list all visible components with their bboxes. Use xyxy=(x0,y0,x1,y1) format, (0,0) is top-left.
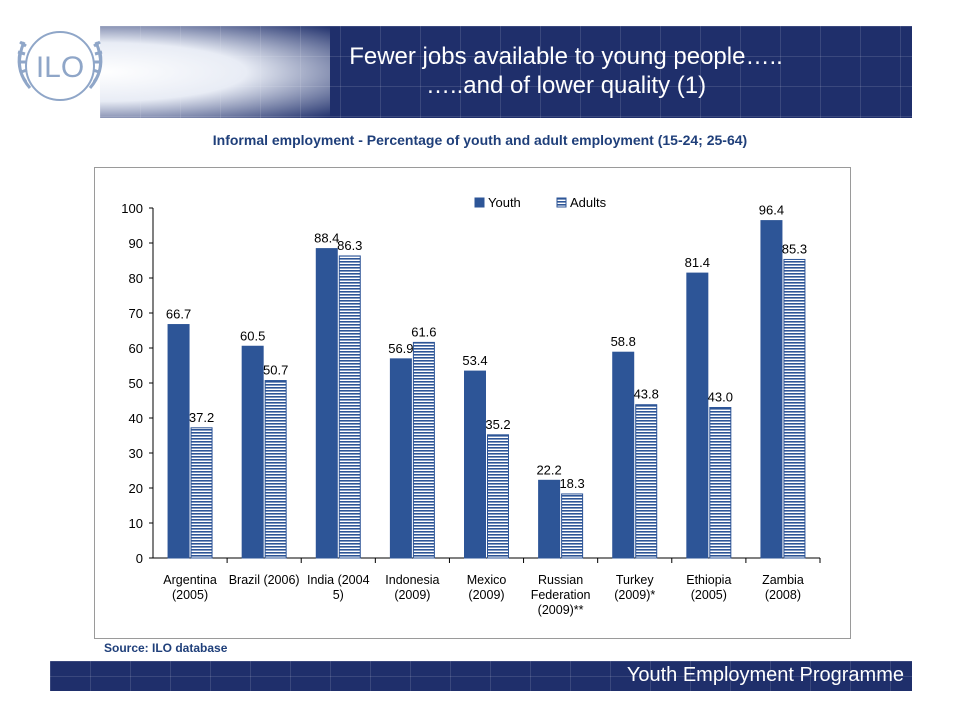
y-tick-label: 100 xyxy=(121,201,143,216)
bar-adults xyxy=(487,434,509,559)
chart-title: Informal employment - Percentage of yout… xyxy=(212,132,748,148)
y-tick-label: 0 xyxy=(136,551,143,566)
y-tick-label: 90 xyxy=(129,236,143,251)
x-category-label: Turkey (2009)* xyxy=(614,573,655,602)
x-category-label: Zambia (2008) xyxy=(762,573,804,602)
data-label-adults: 43.8 xyxy=(634,387,659,402)
x-category-label-line: 5) xyxy=(333,588,344,602)
bar-youth xyxy=(612,351,635,559)
data-label-adults: 85.3 xyxy=(782,241,807,256)
bar-youth xyxy=(167,324,190,559)
x-category-label: Russian Federation (2009)** xyxy=(531,573,591,617)
bar-adults xyxy=(709,407,732,559)
bar-adults xyxy=(190,427,213,559)
bar-adults xyxy=(264,380,287,559)
ilo-logo-text: ILO xyxy=(36,51,84,84)
x-category-label-line: Brazil (2006) xyxy=(229,573,300,587)
ilo-logo: ILO xyxy=(17,31,103,101)
data-label-adults: 50.7 xyxy=(263,363,288,378)
data-label-youth: 66.7 xyxy=(166,307,191,322)
data-label-youth: 22.2 xyxy=(536,462,561,477)
data-label-adults: 61.6 xyxy=(411,324,436,339)
data-label-adults: 86.3 xyxy=(337,238,362,253)
data-label-youth: 96.4 xyxy=(759,203,784,218)
x-category-label-line: Argentina xyxy=(163,573,217,587)
y-tick-label: 10 xyxy=(129,516,143,531)
x-category-label: Indonesia (2009) xyxy=(385,573,439,602)
data-label-adults: 37.2 xyxy=(189,410,214,425)
x-category-label: India (2004 5) xyxy=(307,573,370,602)
bar-youth xyxy=(760,220,783,559)
x-category-label-line: Turkey xyxy=(616,573,654,587)
x-category-label-line: Federation xyxy=(531,588,591,602)
legend-swatch-youth xyxy=(474,197,485,208)
y-tick-label: 70 xyxy=(129,306,143,321)
bar-adults xyxy=(338,255,361,559)
bar-adults xyxy=(635,404,658,559)
footer-banner: Youth Employment Programme xyxy=(50,661,912,691)
chart-area: 0 10 20 30 40 50 60 70 80 90 100 66.7 37.2 Argentina… xyxy=(94,167,851,639)
x-category-label-line: Zambia xyxy=(762,573,804,587)
bar-youth xyxy=(686,272,709,559)
slide-title-line1: Fewer jobs available to young people….. xyxy=(349,43,783,70)
source-note: Source: ILO database xyxy=(104,641,228,655)
slide-title-line2: …..and of lower quality (1) xyxy=(425,72,707,99)
y-tick-label: 60 xyxy=(129,341,143,356)
data-label-youth: 88.4 xyxy=(314,231,339,246)
title-banner: Fewer jobs available to young people….. … xyxy=(100,26,912,118)
x-category-label-line: (2008) xyxy=(765,588,801,602)
x-category-label: Ethiopia (2005) xyxy=(686,573,731,602)
data-label-youth: 60.5 xyxy=(240,328,265,343)
x-category-label-line: (2009) xyxy=(394,588,430,602)
y-tick-label: 40 xyxy=(129,411,143,426)
x-category-label-line: Mexico xyxy=(467,573,507,587)
data-label-youth: 56.9 xyxy=(388,341,413,356)
bar-adults xyxy=(561,493,584,559)
bar-youth xyxy=(241,345,264,559)
data-label-adults: 18.3 xyxy=(559,476,584,491)
legend-swatch-adults xyxy=(556,197,567,208)
footer-grid-pattern xyxy=(50,661,912,691)
footer-label: Youth Employment Programme xyxy=(626,664,904,686)
data-label-youth: 53.4 xyxy=(462,353,487,368)
data-label-youth: 81.4 xyxy=(685,255,710,270)
x-category-label-line: (2005) xyxy=(172,588,208,602)
bar-adults xyxy=(783,258,806,559)
x-category-label-line: Ethiopia xyxy=(686,573,731,587)
legend-label-youth: Youth xyxy=(488,195,521,210)
y-tick-label: 80 xyxy=(129,271,143,286)
x-category-label: Mexico (2009) xyxy=(467,573,507,602)
slide-title: Fewer jobs available to young people….. … xyxy=(220,42,912,100)
x-category-label-line: India (2004 xyxy=(307,573,370,587)
data-label-adults: 35.2 xyxy=(485,417,510,432)
bar-youth xyxy=(464,370,486,559)
banner-highlight xyxy=(100,26,330,118)
bar-youth xyxy=(315,248,338,559)
x-category-label: Brazil (2006) xyxy=(229,573,300,587)
x-category-label-line: (2005) xyxy=(691,588,727,602)
bar-youth xyxy=(538,479,561,559)
y-tick-label: 30 xyxy=(129,446,143,461)
bar-chart: 0 10 20 30 40 50 60 70 80 90 100 66.7 37.2 Argentina… xyxy=(121,195,821,617)
data-label-youth: 58.8 xyxy=(611,334,636,349)
x-category-label-line: (2009)** xyxy=(538,603,584,617)
x-category-label-line: Russian xyxy=(538,573,583,587)
data-label-adults: 43.0 xyxy=(708,390,733,405)
bar-youth xyxy=(389,358,412,559)
y-tick-label: 20 xyxy=(129,481,143,496)
bar-adults xyxy=(412,341,435,559)
x-category-label-line: Indonesia xyxy=(385,573,439,587)
legend-label-adults: Adults xyxy=(570,195,607,210)
x-category-label-line: (2009)* xyxy=(614,588,655,602)
x-category-label: Argentina (2005) xyxy=(163,573,217,602)
x-category-label-line: (2009) xyxy=(468,588,504,602)
y-tick-label: 50 xyxy=(129,376,143,391)
